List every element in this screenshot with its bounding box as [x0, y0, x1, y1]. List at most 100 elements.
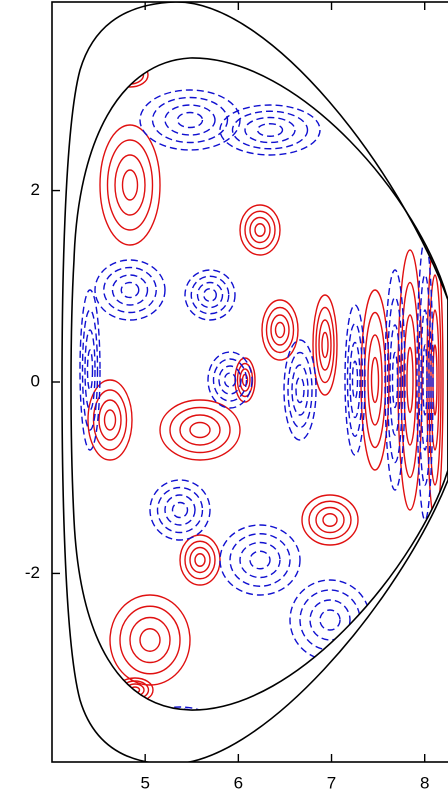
negative-contour: [249, 550, 271, 570]
outer-wall: [61, 2, 448, 762]
negative-contour: [174, 48, 187, 52]
positive-contour: [360, 289, 390, 471]
negative-contour: [94, 259, 166, 321]
positive-contour: [189, 421, 211, 439]
negative-contour: [256, 123, 284, 137]
negative-contour: [244, 116, 296, 144]
negative-contour: [299, 589, 361, 651]
positive-contour: [318, 319, 332, 371]
negative-contour: [319, 609, 341, 631]
negative-contour: [164, 104, 216, 136]
negative-contour: [239, 541, 281, 579]
positive-contour: [139, 628, 161, 652]
negative-contour: [344, 304, 366, 456]
negative-contour: [86, 349, 94, 391]
negative-contour: [289, 579, 371, 661]
negative-contour: [84, 329, 96, 411]
positive-contour: [315, 306, 335, 384]
positive-contour: [121, 169, 139, 201]
negative-contour: [154, 706, 206, 711]
negative-contour: [309, 599, 351, 641]
negative-contour: [151, 96, 229, 144]
negative-contour: [79, 289, 101, 451]
positive-contour: [274, 321, 286, 339]
negative-contour: [111, 274, 149, 306]
negative-contour: [229, 533, 291, 587]
positive-contour: [265, 306, 295, 354]
axes: 5 6 7 8 -2 0 2: [25, 2, 429, 792]
positive-contour: [159, 399, 241, 461]
negative-contour: [156, 486, 204, 534]
positive-contour: [270, 314, 290, 346]
positive-contour: [312, 294, 338, 396]
negative-contour: [161, 44, 199, 56]
negative-contour: [384, 269, 406, 491]
x-tick-label: 7: [327, 773, 336, 792]
negative-contour: [231, 110, 309, 150]
negative-contour: [103, 266, 157, 314]
negative-contour: [389, 324, 401, 436]
negative-contour: [346, 323, 364, 437]
negative-contour: [212, 358, 248, 402]
negative-contour: [219, 104, 321, 156]
negative-contour: [283, 339, 317, 441]
positive-contour: [194, 553, 206, 567]
negative-contour: [171, 501, 189, 519]
y-tick-label: -2: [25, 563, 40, 582]
negative-contour: [149, 479, 211, 541]
negative-contour: [422, 344, 428, 416]
negative-contour: [190, 275, 230, 315]
negative-contour: [420, 309, 430, 451]
negative-contour: [168, 711, 193, 719]
negative-contour: [139, 89, 241, 151]
negative-contour: [81, 309, 99, 431]
negative-contour: [391, 351, 399, 409]
positive-contour: [301, 494, 359, 546]
negative-contour: [349, 341, 361, 419]
negative-contour: [219, 524, 301, 596]
positive-contour: [367, 334, 383, 426]
negative-contour: [203, 288, 217, 302]
negative-contour: [168, 46, 193, 54]
negative-contour: [218, 365, 242, 395]
x-tick-label: 5: [140, 773, 149, 792]
positive-contour: [184, 540, 216, 580]
positive-contour: [179, 414, 221, 446]
negative-contour: [287, 351, 313, 429]
negative-contour: [223, 372, 237, 388]
negative-contour: [196, 281, 224, 309]
negative-contour: [207, 351, 253, 409]
negative-contour: [164, 494, 196, 526]
y-tick-label: 2: [31, 180, 40, 199]
positive-contour: [321, 331, 329, 359]
positive-contour: [103, 409, 117, 431]
negative-contour: [176, 111, 204, 129]
plasma-boundary: [70, 57, 448, 711]
positive-contour: [119, 605, 181, 675]
positive-contour: [254, 223, 266, 237]
positive-contour: [322, 513, 338, 527]
negative-contour: [386, 296, 404, 464]
positive-contour: [179, 534, 221, 586]
positive-contour: [98, 399, 122, 441]
positive-contour: [239, 368, 251, 392]
x-tick-label: 6: [234, 773, 243, 792]
positive-contour: [106, 139, 154, 231]
positive-contour: [114, 154, 146, 216]
positive-contour: [308, 500, 352, 540]
positive-contour: [241, 373, 249, 387]
negative-contour: [184, 269, 236, 321]
negative-contour: [295, 376, 305, 404]
positive-contour: [129, 616, 171, 664]
positive-contour: [87, 379, 133, 461]
positive-contour: [406, 346, 414, 414]
negative-contour: [120, 281, 140, 299]
positive-contour: [189, 546, 211, 574]
positive-contour: [115, 65, 145, 85]
negative-contour: [174, 713, 187, 717]
positive-contour: [261, 299, 299, 361]
positive-contour: [315, 506, 345, 534]
positive-contour: [124, 71, 136, 79]
positive-contour: [244, 210, 276, 250]
